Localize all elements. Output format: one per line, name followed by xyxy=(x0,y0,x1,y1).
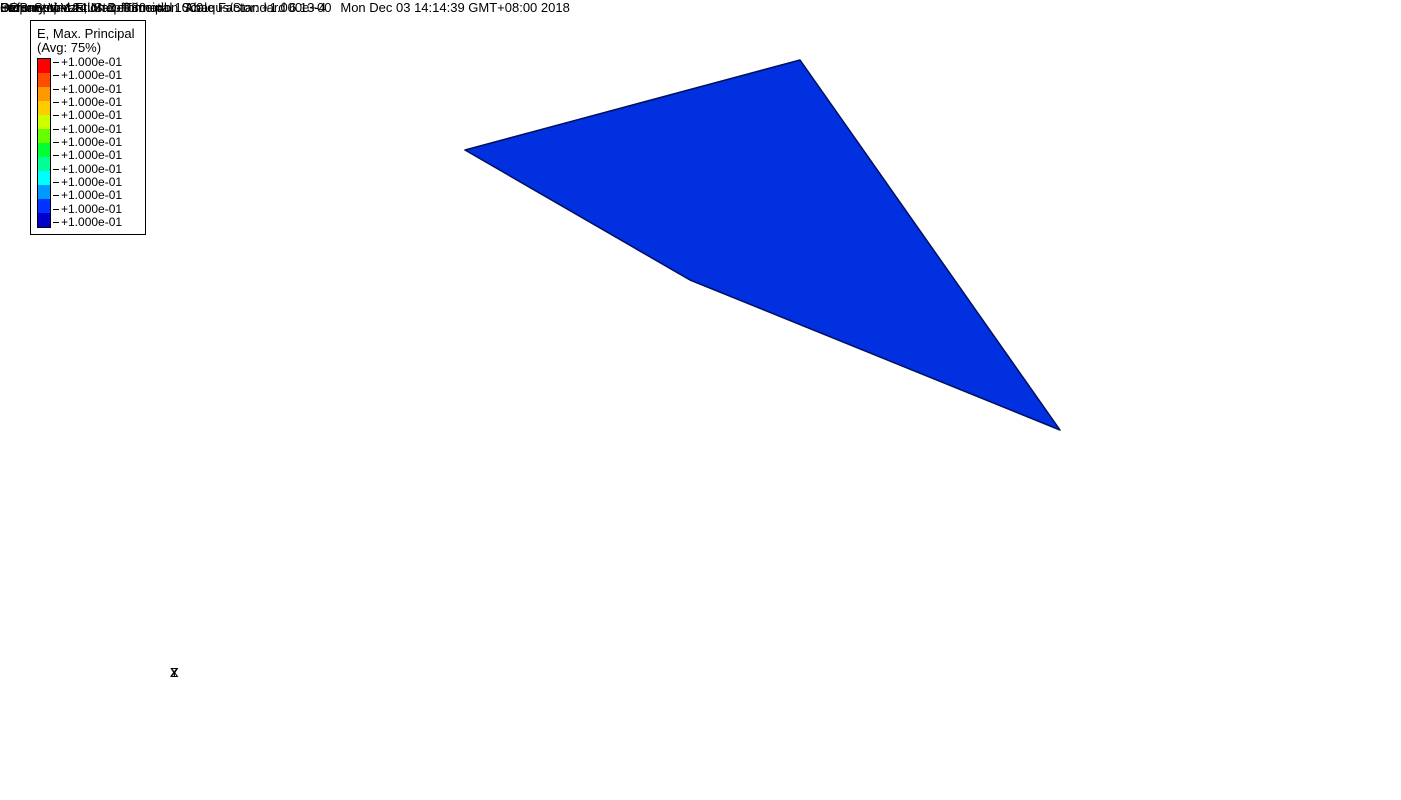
legend-swatch xyxy=(38,185,50,199)
legend-title: E, Max. Principal (Avg: 75%) xyxy=(37,27,135,56)
legend-swatch xyxy=(38,59,50,73)
legend-colorbar xyxy=(37,58,51,228)
legend: E, Max. Principal (Avg: 75%) +1.000e-01+… xyxy=(30,20,146,235)
legend-title-line2: (Avg: 75%) xyxy=(37,41,135,55)
legend-swatch xyxy=(38,87,50,101)
legend-swatch xyxy=(38,157,50,171)
legend-swatch xyxy=(38,129,50,143)
legend-tick: +1.000e-01 xyxy=(53,216,122,230)
coord-triad[interactable]: X Y Z xyxy=(70,665,170,765)
cube[interactable] xyxy=(0,0,1401,800)
triad-icon xyxy=(70,665,170,765)
legend-swatch xyxy=(38,199,50,213)
legend-swatch xyxy=(38,213,50,227)
legend-tick: +1.000e-01 xyxy=(53,109,122,123)
legend-tick: +1.000e-01 xyxy=(53,189,122,203)
legend-body: +1.000e-01 +1.000e-01 +1.000e-01 +1.000e-01… xyxy=(37,58,135,228)
deformed-var-info: Deformed Var: U Deformation Scale Factor… xyxy=(0,0,331,15)
legend-swatch xyxy=(38,73,50,87)
legend-swatch xyxy=(38,101,50,115)
legend-swatch xyxy=(38,115,50,129)
axis-z-label: Z xyxy=(170,665,178,680)
legend-ticks: +1.000e-01 +1.000e-01 +1.000e-01 +1.000e-01… xyxy=(53,58,122,228)
legend-tick: +1.000e-01 xyxy=(53,149,122,163)
legend-tick: +1.000e-01 xyxy=(53,69,122,83)
legend-title-line1: E, Max. Principal xyxy=(37,27,135,41)
cube-top-face xyxy=(465,60,1060,430)
legend-swatch xyxy=(38,143,50,157)
viewport[interactable]: E, Max. Principal (Avg: 75%) +1.000e-01+… xyxy=(0,0,1401,800)
legend-swatch xyxy=(38,171,50,185)
